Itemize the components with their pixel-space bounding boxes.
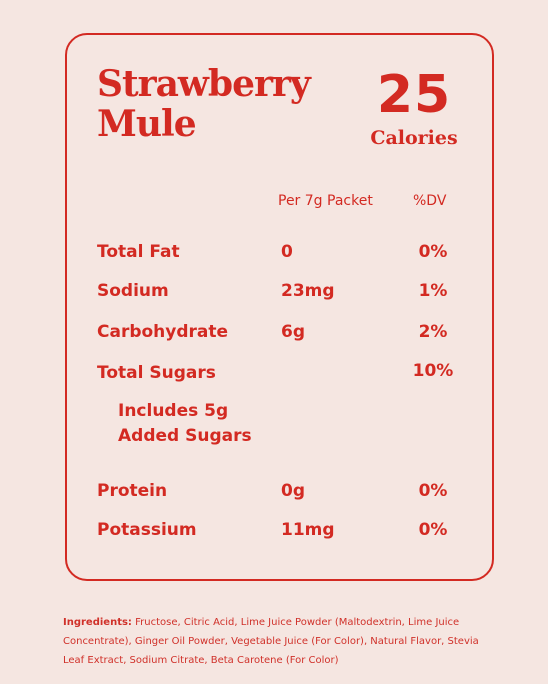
- ingredients-list: Fructose, Citric Acid, Lime Juice Powder…: [63, 617, 479, 666]
- added-sugars: Includes 5g Added Sugars: [118, 399, 252, 449]
- ingredients-label: Ingredients:: [63, 617, 132, 628]
- product-name-line-2: Mule: [97, 103, 197, 145]
- nutrient-dv: 2%: [418, 322, 448, 342]
- nutrient-amount: 6g: [281, 322, 305, 342]
- product-name: Strawberry Mule: [97, 63, 311, 145]
- nutrient-amount: 0g: [281, 481, 305, 501]
- nutrient-name: Carbohydrate: [97, 322, 229, 342]
- calories-label: Calories: [370, 127, 458, 149]
- nutrient-name: Protein: [97, 481, 168, 501]
- product-name-line-1: Strawberry: [97, 63, 311, 105]
- nutrient-name: Total Sugars: [97, 363, 216, 383]
- nutrient-name: Sodium: [97, 281, 169, 301]
- nutrient-name: Potassium: [97, 520, 197, 540]
- nutrient-amount: 0: [281, 242, 293, 262]
- nutrient-dv: 0%: [418, 520, 448, 540]
- nutrient-name: Total Fat: [97, 242, 180, 262]
- nutrient-amount: 11mg: [281, 520, 335, 540]
- nutrient-dv: 10%: [412, 361, 454, 381]
- calories-value: 25: [376, 65, 452, 125]
- nutrient-dv: 1%: [418, 281, 448, 301]
- amount-column-header: Per 7g Packet: [278, 193, 373, 209]
- dv-column-header: %DV: [413, 193, 447, 209]
- nutrient-amount: 23mg: [281, 281, 335, 301]
- nutrient-dv: 0%: [418, 481, 448, 501]
- ingredients-text: Ingredients: Fructose, Citric Acid, Lime…: [63, 613, 503, 670]
- nutrition-panel: [65, 33, 494, 581]
- added-sugars-line-2: Added Sugars: [118, 426, 252, 446]
- nutrient-dv: 0%: [418, 242, 448, 262]
- added-sugars-line-1: Includes 5g: [118, 401, 229, 421]
